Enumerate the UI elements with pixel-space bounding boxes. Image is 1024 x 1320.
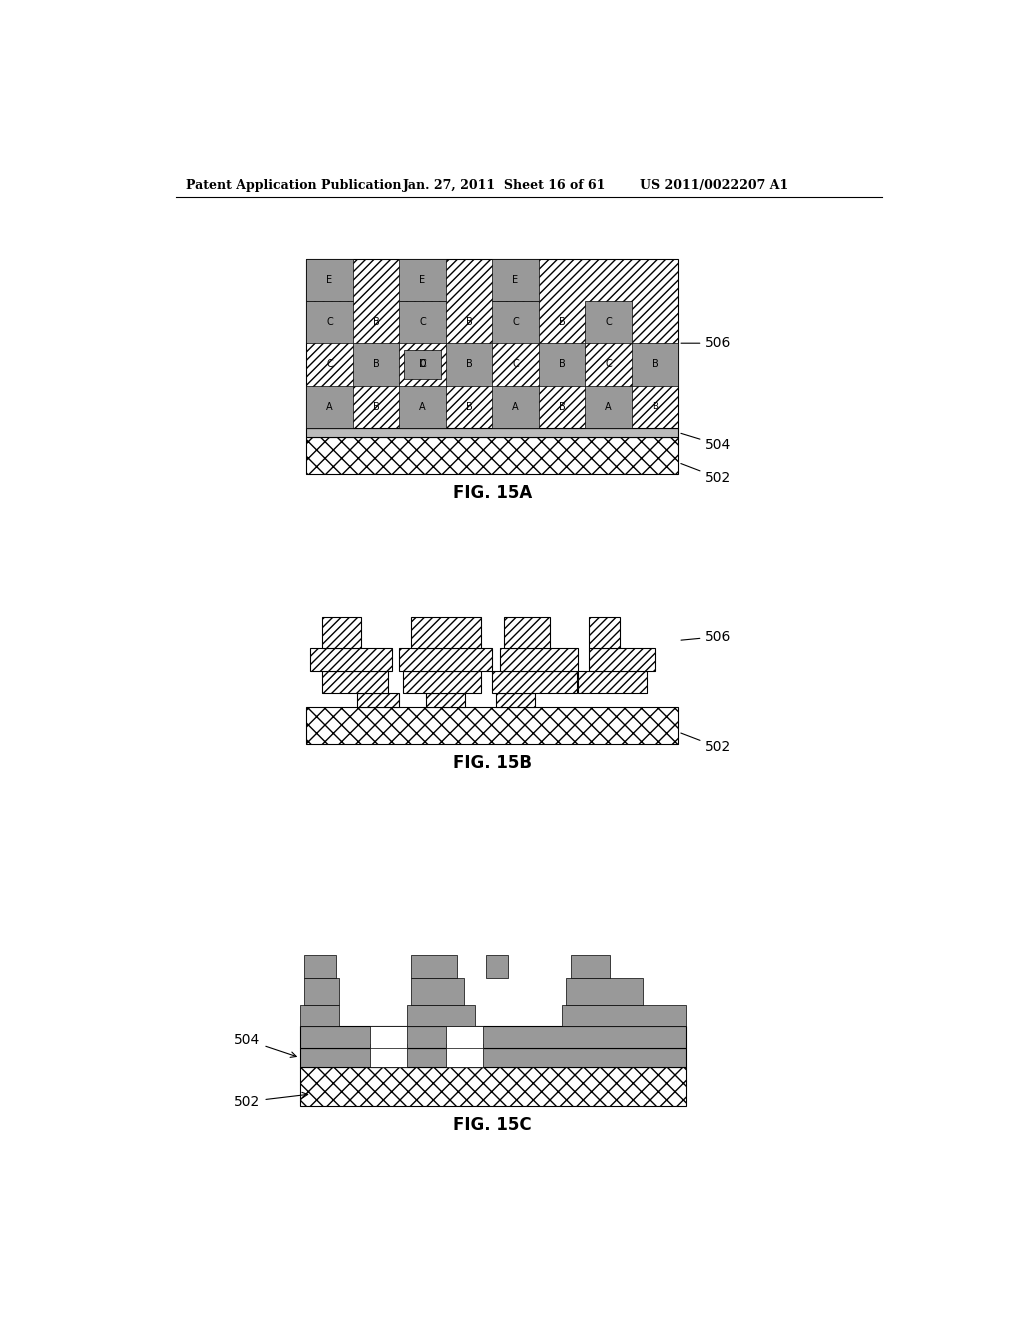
Text: FIG. 15B: FIG. 15B: [453, 754, 531, 772]
Text: US 2011/0022207 A1: US 2011/0022207 A1: [640, 178, 787, 191]
Bar: [300, 1048, 686, 1067]
Bar: [586, 301, 632, 343]
Text: E: E: [512, 275, 518, 285]
Text: C: C: [419, 317, 426, 327]
Text: C: C: [605, 317, 612, 327]
Bar: [445, 1026, 483, 1048]
Text: 506: 506: [681, 630, 732, 644]
Bar: [300, 1026, 686, 1048]
Text: 502: 502: [681, 733, 731, 755]
Bar: [493, 385, 539, 428]
Text: 502: 502: [234, 1093, 307, 1109]
Text: D: D: [419, 359, 426, 370]
Bar: [539, 343, 586, 385]
Text: B: B: [466, 401, 472, 412]
Text: B: B: [559, 317, 565, 327]
Text: B: B: [466, 359, 472, 370]
Text: B: B: [373, 317, 379, 327]
Text: B: B: [651, 359, 658, 370]
Bar: [352, 343, 399, 385]
Text: A: A: [419, 401, 426, 412]
Text: B: B: [559, 401, 565, 412]
Bar: [632, 343, 678, 385]
Bar: [411, 618, 480, 648]
Bar: [589, 618, 621, 648]
Bar: [399, 259, 445, 301]
Bar: [300, 1067, 686, 1106]
Bar: [370, 1026, 407, 1048]
Text: A: A: [605, 401, 611, 412]
Bar: [493, 301, 539, 343]
Text: 506: 506: [681, 337, 732, 350]
Bar: [403, 672, 480, 693]
Bar: [399, 301, 445, 343]
Bar: [586, 385, 632, 428]
Text: B: B: [652, 403, 658, 412]
Text: FIG. 15C: FIG. 15C: [453, 1115, 531, 1134]
Bar: [566, 978, 643, 1005]
Text: C: C: [419, 359, 426, 370]
Bar: [310, 648, 391, 671]
Bar: [399, 648, 493, 671]
Bar: [304, 954, 337, 978]
Bar: [407, 1005, 475, 1026]
Bar: [306, 437, 678, 474]
Bar: [306, 385, 352, 428]
Bar: [356, 693, 399, 706]
Text: C: C: [326, 317, 333, 327]
Text: Patent Application Publication: Patent Application Publication: [186, 178, 401, 191]
Bar: [493, 259, 539, 301]
Bar: [300, 1005, 339, 1026]
Bar: [306, 301, 352, 343]
Text: A: A: [512, 401, 519, 412]
Bar: [306, 428, 678, 437]
Text: B: B: [466, 317, 472, 327]
Bar: [426, 693, 465, 706]
Bar: [578, 672, 647, 693]
Text: E: E: [327, 275, 333, 285]
Bar: [304, 978, 339, 1005]
Text: C: C: [512, 317, 519, 327]
Bar: [445, 343, 493, 385]
Text: FIG. 15A: FIG. 15A: [453, 484, 531, 503]
Bar: [504, 618, 550, 648]
Bar: [496, 693, 535, 706]
Text: C: C: [512, 359, 519, 370]
Bar: [589, 648, 655, 671]
Text: Jan. 27, 2011  Sheet 16 of 61: Jan. 27, 2011 Sheet 16 of 61: [403, 178, 606, 191]
Bar: [493, 672, 578, 693]
Text: B: B: [373, 401, 379, 412]
Text: A: A: [327, 401, 333, 412]
Bar: [571, 954, 610, 978]
Text: 504: 504: [681, 433, 731, 451]
Bar: [306, 706, 678, 743]
Bar: [562, 1005, 686, 1026]
Bar: [306, 259, 678, 428]
Text: E: E: [420, 275, 426, 285]
Bar: [322, 618, 360, 648]
Bar: [411, 978, 464, 1005]
Text: C: C: [605, 359, 612, 370]
Bar: [445, 1044, 483, 1067]
Bar: [399, 385, 445, 428]
Bar: [486, 954, 508, 978]
Bar: [322, 672, 388, 693]
Text: C: C: [326, 359, 333, 370]
Text: B: B: [559, 359, 565, 370]
Bar: [411, 954, 458, 978]
Bar: [500, 648, 578, 671]
Bar: [370, 1044, 407, 1067]
Text: B: B: [373, 359, 379, 370]
Bar: [306, 259, 352, 301]
Text: 504: 504: [234, 1034, 296, 1057]
Text: 502: 502: [681, 463, 731, 484]
Bar: [403, 350, 441, 379]
